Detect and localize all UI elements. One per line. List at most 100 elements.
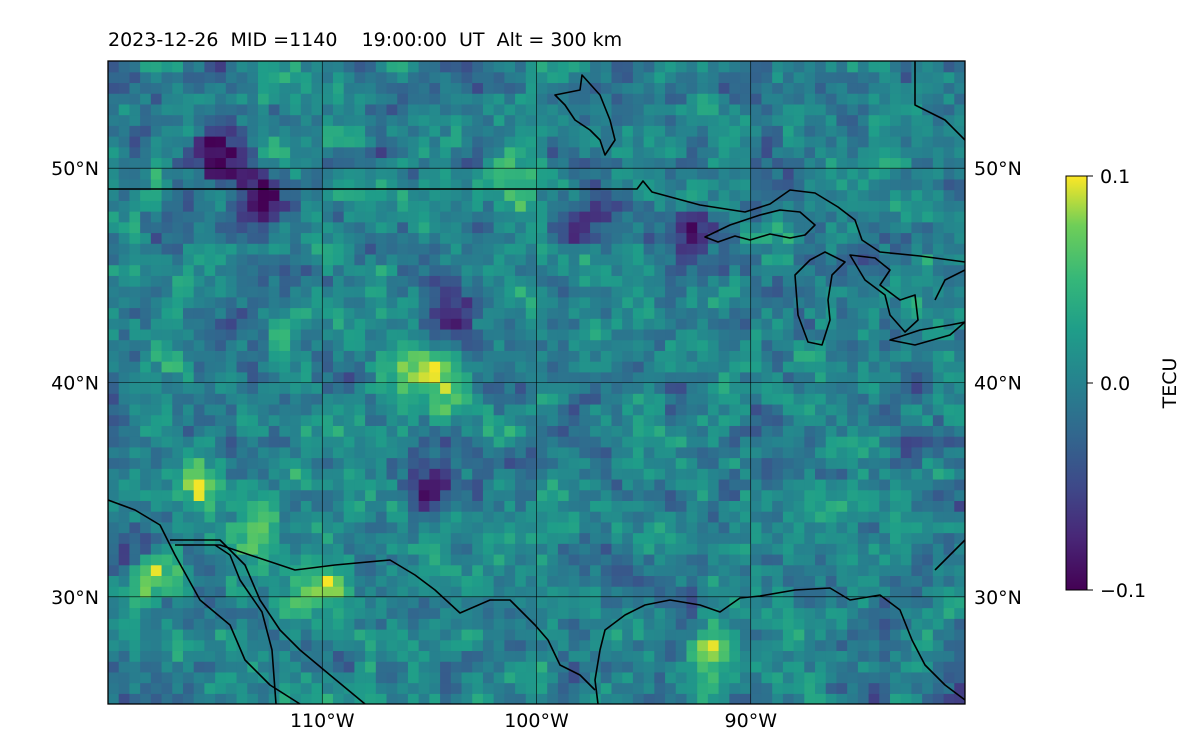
heatmap-cell [407, 436, 420, 448]
heatmap-cell [740, 586, 752, 598]
heatmap-cell [182, 446, 195, 459]
heatmap-cell [300, 607, 313, 619]
heatmap-cell [932, 103, 945, 116]
heatmap-cell [740, 189, 752, 201]
heatmap-cell [590, 318, 602, 330]
heatmap-cell [407, 339, 420, 351]
heatmap-cell [868, 393, 880, 405]
heatmap-cell [236, 264, 248, 276]
heatmap-cell [407, 639, 420, 652]
heatmap-cell [675, 189, 688, 201]
heatmap-cell [322, 61, 334, 73]
heatmap-cell [890, 103, 902, 116]
heatmap-cell [868, 596, 880, 609]
heatmap-cell [429, 103, 441, 116]
heatmap-cell [429, 275, 441, 287]
heatmap-cell [697, 82, 709, 94]
heatmap-cell [911, 468, 923, 480]
heatmap-cell [172, 136, 184, 148]
heatmap-cell [311, 114, 323, 126]
heatmap-cell [247, 564, 259, 576]
heatmap-cell [761, 211, 773, 223]
heatmap-cell [782, 307, 795, 319]
heatmap-cell [675, 436, 688, 448]
heatmap-cell [750, 671, 763, 684]
heatmap-cell [429, 639, 441, 652]
heatmap-cell [740, 339, 752, 351]
heatmap-cell [450, 693, 463, 704]
heatmap-cell [536, 382, 548, 394]
heatmap-cell [354, 71, 366, 84]
heatmap-cells [108, 61, 965, 704]
heatmap-cell [825, 371, 838, 384]
heatmap-cell [868, 189, 880, 201]
heatmap-cell [654, 146, 666, 159]
heatmap-cell [825, 403, 838, 416]
heatmap-cell [815, 61, 827, 73]
heatmap-cell [332, 82, 345, 94]
heatmap-cell [343, 189, 355, 201]
heatmap-cell [590, 618, 602, 630]
heatmap-cell [365, 328, 377, 341]
heatmap-cell [536, 628, 548, 641]
heatmap-cell [643, 189, 655, 201]
heatmap-cell [900, 275, 913, 287]
heatmap-cell [568, 553, 580, 566]
heatmap-cell [686, 82, 698, 94]
heatmap-cell [718, 125, 730, 137]
heatmap-cell [108, 682, 120, 694]
heatmap-cell [322, 650, 334, 662]
heatmap-cell [365, 146, 377, 159]
heatmap-cell [172, 71, 184, 84]
heatmap-cell [204, 178, 216, 191]
heatmap-cell [954, 146, 965, 159]
heatmap-cell [632, 286, 645, 298]
heatmap-cell [290, 628, 302, 641]
heatmap-cell [557, 71, 570, 84]
heatmap-cell [825, 650, 838, 662]
heatmap-cell [568, 243, 580, 255]
heatmap-cell [504, 328, 516, 341]
heatmap-cell [622, 489, 634, 501]
heatmap-cell [493, 189, 505, 201]
heatmap-cell [365, 93, 377, 105]
heatmap-cell [493, 382, 505, 394]
heatmap-cell [525, 414, 538, 426]
heatmap-cell [579, 650, 591, 662]
heatmap-cell [643, 296, 655, 309]
heatmap-cell [590, 393, 602, 405]
heatmap-cell [611, 403, 623, 416]
heatmap-cell [643, 393, 655, 405]
heatmap-cell [740, 468, 752, 480]
heatmap-cell [300, 586, 313, 598]
heatmap-cell [140, 296, 152, 309]
heatmap-cell [193, 693, 206, 704]
heatmap-cell [440, 532, 452, 544]
heatmap-cell [654, 457, 666, 469]
heatmap-cell [782, 693, 795, 704]
heatmap-cell [654, 628, 666, 641]
heatmap-cell [932, 61, 945, 73]
heatmap-cell [772, 532, 784, 544]
heatmap-cell [268, 446, 280, 459]
heatmap-cell [322, 93, 334, 105]
heatmap-cell [172, 511, 184, 523]
heatmap-cell [440, 650, 452, 662]
heatmap-cell [600, 286, 613, 298]
heatmap-cell [718, 114, 730, 126]
heatmap-cell [868, 221, 880, 234]
heatmap-cell [108, 189, 120, 201]
heatmap-cell [472, 168, 484, 180]
heatmap-cell [247, 286, 259, 298]
heatmap-cell [375, 371, 388, 384]
heatmap-cell [215, 607, 227, 619]
heatmap-cell [793, 200, 805, 212]
heatmap-cell [118, 564, 131, 576]
heatmap-cell [932, 521, 945, 534]
heatmap-cell [890, 296, 902, 309]
heatmap-cell [440, 607, 452, 619]
heatmap-cell [643, 136, 655, 148]
heatmap-cell [761, 264, 773, 276]
heatmap-cell [557, 103, 570, 116]
heatmap-cell [932, 682, 945, 694]
